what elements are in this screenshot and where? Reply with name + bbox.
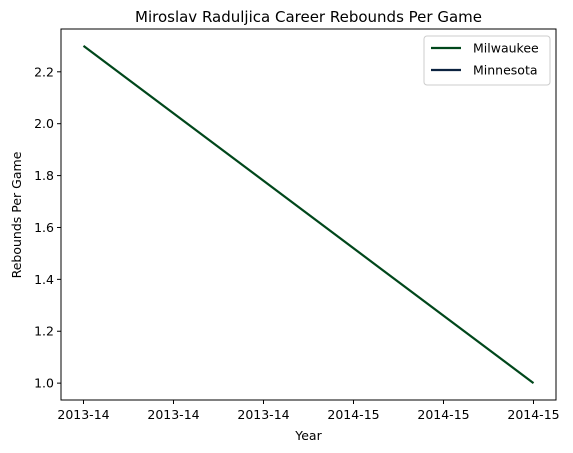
y-tick-label: 1.2 [34, 324, 54, 339]
x-tick-label: 2014-15 [327, 407, 379, 422]
x-tick-label: 2013-14 [57, 407, 109, 422]
x-tick-label: 2013-14 [237, 407, 289, 422]
x-tick-label: 2014-15 [417, 407, 469, 422]
legend: Milwaukee Minnesota [423, 35, 551, 86]
series-lines [82, 44, 535, 385]
y-axis-label: Rebounds Per Game [9, 151, 24, 278]
y-tick-label: 1.6 [34, 220, 54, 235]
x-axis-label: Year [294, 428, 322, 443]
x-tick-label: 2013-14 [147, 407, 199, 422]
plot-frame [60, 28, 557, 401]
legend-label-minnesota: Minnesota [473, 63, 538, 78]
x-axis: 2013-14 2013-14 2013-14 2014-15 2014-15 2014-… [57, 400, 560, 422]
y-tick-label: 1.0 [34, 376, 54, 391]
y-axis: 1.0 1.2 1.4 1.6 1.8 2.0 2.2 [34, 64, 61, 391]
chart-title: Miroslav Raduljica Career Rebounds Per G… [135, 8, 482, 26]
plot-area [60, 28, 557, 401]
y-tick-label: 2.2 [34, 64, 54, 79]
legend-label-milwaukee: Milwaukee [473, 41, 539, 56]
series-line-milwaukee [82, 44, 535, 385]
y-tick-label: 1.8 [34, 168, 54, 183]
y-tick-label: 2.0 [34, 116, 54, 131]
y-tick-label: 1.4 [34, 272, 54, 287]
x-tick-label: 2014-15 [507, 407, 559, 422]
